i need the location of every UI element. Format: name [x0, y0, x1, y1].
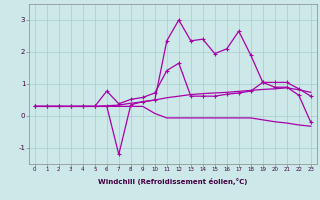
- X-axis label: Windchill (Refroidissement éolien,°C): Windchill (Refroidissement éolien,°C): [98, 178, 247, 185]
